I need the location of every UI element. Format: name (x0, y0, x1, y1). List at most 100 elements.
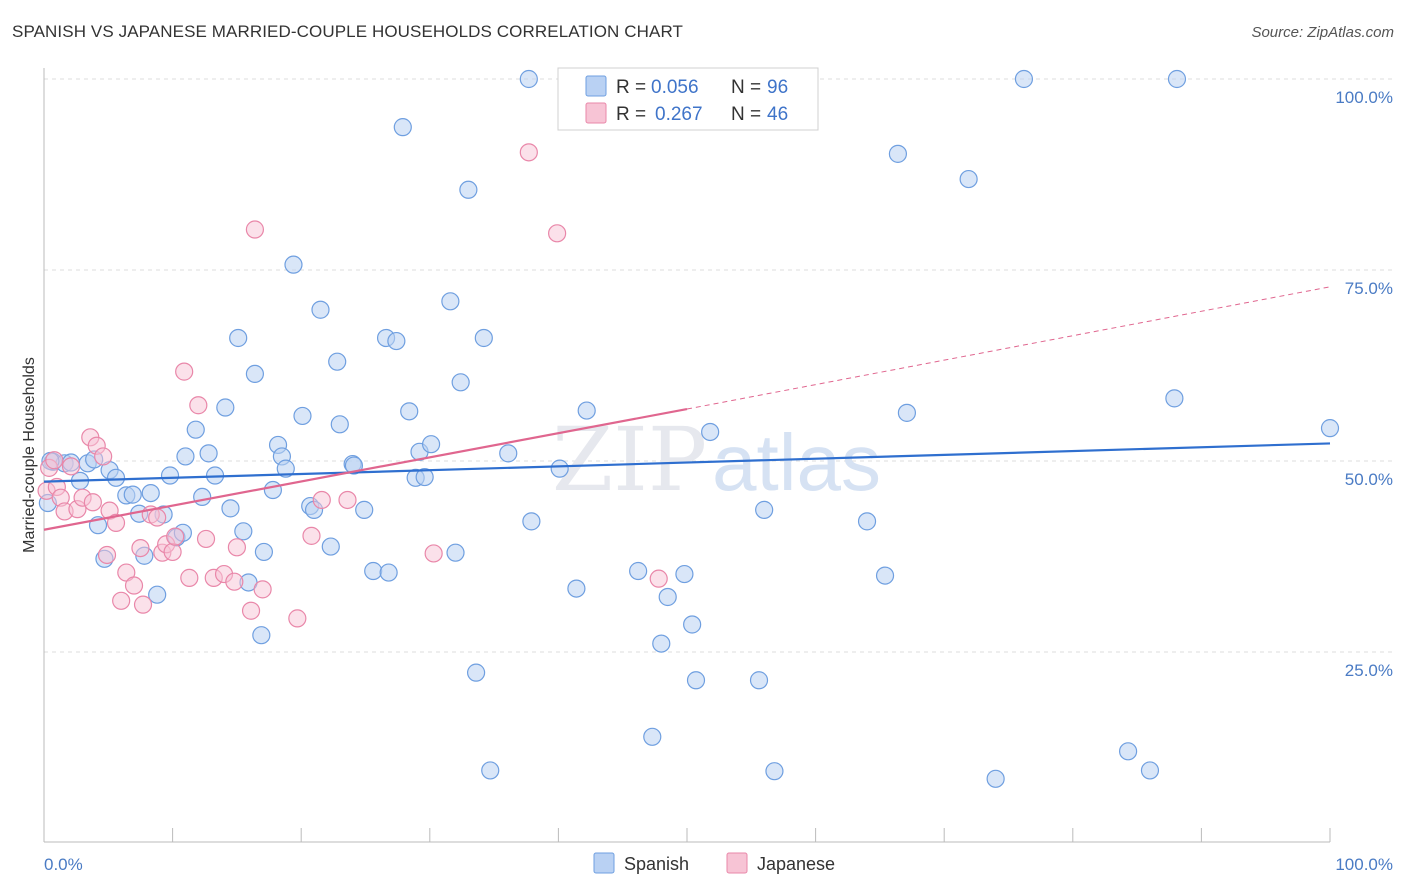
spanish-point (959, 169, 978, 189)
watermark-zip: ZIP (552, 408, 707, 511)
spanish-point (1167, 69, 1187, 89)
japanese-trend-extension (686, 286, 1331, 410)
y-tick-label: 50.0% (1345, 470, 1393, 489)
spanish-point (199, 444, 218, 463)
spanish-trend-line (43, 442, 1331, 483)
spanish-point (284, 255, 303, 274)
legend-r-value-japanese: 0.267 (655, 104, 703, 125)
bottom-legend-swatch-spanish (593, 852, 615, 874)
japanese-point (312, 490, 331, 510)
spanish-point (276, 459, 295, 478)
spanish-point (193, 487, 212, 507)
japanese-point (124, 576, 144, 595)
x-tick-label: 0.0% (44, 855, 83, 874)
spanish-point (355, 500, 374, 519)
spanish-point (245, 364, 265, 384)
spanish-point (106, 468, 126, 487)
watermark: ZIP atlas (552, 408, 881, 511)
japanese-point (61, 457, 81, 476)
spanish-point (321, 537, 340, 556)
spanish-point (446, 543, 465, 562)
japanese-point (133, 595, 153, 614)
japanese-point (112, 591, 131, 610)
y-tick-label: 75.0% (1345, 279, 1393, 298)
spanish-point (221, 499, 240, 518)
spanish-point (148, 585, 167, 604)
spanish-point (364, 561, 383, 581)
spanish-point (186, 420, 205, 439)
spanish-point (643, 727, 662, 746)
spanish-point (254, 542, 274, 562)
spanish-point (387, 331, 406, 351)
legend-n-label-spanish: N = (731, 77, 761, 98)
japanese-point (131, 538, 150, 558)
japanese-trend-line (43, 407, 688, 531)
spanish-point (229, 328, 248, 348)
spanish-point (330, 415, 349, 434)
legend-n-value-spanish: 96 (767, 77, 788, 98)
spanish-point (629, 561, 648, 581)
spanish-point (459, 180, 478, 199)
spanish-point (550, 459, 569, 478)
series-legend: Spanish Japanese (593, 852, 835, 874)
japanese-point (83, 493, 102, 512)
japanese-point (519, 143, 538, 162)
spanish-point (421, 435, 441, 454)
japanese-point (189, 396, 208, 415)
y-tick-label: 25.0% (1345, 661, 1393, 680)
spanish-point (176, 447, 195, 466)
japanese-point (245, 220, 265, 239)
legend-n-label-japanese: N = (731, 104, 761, 125)
spanish-point (141, 483, 160, 503)
spanish-point (686, 671, 706, 690)
grid-lines (44, 78, 1394, 653)
spanish-point (252, 626, 271, 645)
japanese-point (106, 513, 126, 532)
spanish-point (875, 566, 895, 585)
trend-lines (43, 286, 1331, 531)
spanish-point (897, 403, 917, 422)
japanese-point (175, 362, 194, 381)
spanish-point (522, 512, 541, 531)
japanese-point (649, 569, 668, 588)
japanese-point (241, 601, 261, 620)
spanish-point (293, 406, 312, 426)
spanish-point (749, 671, 769, 690)
spanish-point (986, 769, 1005, 788)
y-tick-labels: 25.0% 50.0% 75.0% 100.0% (1335, 88, 1393, 680)
japanese-point (196, 529, 216, 549)
spanish-point (415, 467, 434, 487)
spanish-point (567, 579, 586, 598)
spanish-point (519, 69, 538, 89)
legend-r-label-spanish: R = (616, 77, 646, 98)
japanese-point (338, 490, 357, 510)
spanish-point (1014, 69, 1034, 89)
spanish-point (857, 512, 877, 531)
japanese-point (227, 538, 246, 557)
y-tick-label: 100.0% (1335, 88, 1393, 107)
japanese-point (97, 545, 117, 565)
spanish-point (683, 615, 702, 634)
spanish-point (499, 444, 518, 463)
bottom-legend-swatch-japanese (726, 852, 748, 874)
spanish-point (441, 292, 460, 311)
spanish-point (379, 563, 398, 582)
legend-r-label-japanese: R = (616, 104, 646, 125)
spanish-point (311, 300, 330, 319)
japanese-point (45, 451, 64, 470)
spanish-point (393, 118, 412, 137)
spanish-point (577, 401, 596, 420)
japanese-point (253, 580, 272, 599)
spanish-point (1140, 761, 1160, 780)
series-japanese-points (37, 143, 668, 628)
bottom-legend-label-japanese: Japanese (757, 854, 835, 874)
japanese-point (288, 609, 307, 628)
spanish-point (328, 352, 347, 371)
legend-n-value-japanese: 46 (767, 104, 788, 125)
spanish-point (1118, 742, 1138, 761)
japanese-point (166, 527, 185, 546)
x-tick-label: 100.0% (1335, 855, 1393, 874)
chart-source: Source: ZipAtlas.com (1251, 24, 1394, 41)
spanish-point (474, 328, 493, 348)
spanish-point (123, 485, 142, 504)
